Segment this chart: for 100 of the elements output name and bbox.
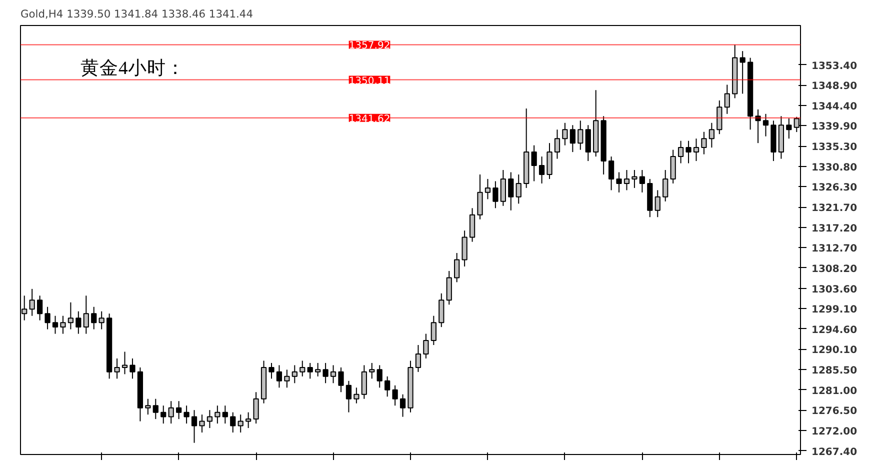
y-tick-label: 1294.60 [812,324,858,336]
y-tick-label: 1312.70 [812,244,858,255]
candlestick [206,410,213,429]
ref-line-label: 1350.11 [348,76,390,87]
candlestick [678,140,684,164]
candlestick [570,124,576,153]
candlestick [616,172,622,193]
candlestick [361,364,367,400]
y-tick-label: 1339.90 [812,122,858,133]
y-tick-label: 1348.90 [812,81,858,92]
y-tick-label: 1326.30 [812,182,858,194]
candlestick [253,392,259,424]
candlestick [29,288,35,316]
y-tick-label: 1299.10 [812,304,858,316]
candlestick [176,400,182,420]
candlestick [538,156,545,184]
candlestick [670,149,676,184]
candlestick [83,295,89,334]
candlestick [786,118,792,140]
y-tick-label: 1353.40 [812,60,858,72]
candlestick [693,138,700,162]
candlestick [578,120,584,150]
candlestick [477,174,483,220]
candlestick [369,362,375,380]
candlestick [392,384,398,406]
candlestick [246,412,252,429]
candlestick [654,190,660,218]
y-tick-label: 1308.20 [812,264,858,275]
candlestick [354,387,360,404]
y-tick-label: 1276.50 [812,406,858,418]
candlestick [284,369,290,388]
candlestick [98,310,104,330]
candlestick [415,344,422,372]
candlestick [384,376,390,398]
candlestick [716,100,722,135]
candlestick [230,412,236,434]
candlestick [338,366,344,393]
candlestick [300,360,306,377]
y-tick-label: 1330.80 [812,162,858,174]
candlestick [238,414,244,434]
candlestick [68,302,74,330]
y-tick-label: 1321.70 [812,203,858,214]
candlestick [36,295,43,321]
candlestick [423,333,429,359]
candlestick [214,405,220,424]
candlestick [639,169,645,193]
candlestick [76,310,82,334]
chart-title: Gold,H4 1339.50 1341.84 1338.46 1341.44 [20,8,254,20]
candlestick [484,178,491,200]
candlestick [322,362,328,384]
candlestick [585,124,591,162]
candlestick [632,169,638,188]
candlestick [446,270,452,306]
candlestick [492,180,498,209]
candlestick [130,358,136,380]
candlestick [91,306,97,330]
candlestick [562,122,568,146]
candlestick [114,358,120,380]
candlestick [686,140,692,164]
candlestick [122,351,128,375]
candlestick [152,398,158,420]
y-tick-label: 1290.10 [812,345,858,356]
candlestick [44,306,50,330]
candlestick [160,405,166,424]
candlestick [662,169,668,202]
candlestick [60,315,66,334]
candlestick [724,84,730,114]
candlestick [145,398,151,416]
candlestick [346,380,352,413]
candlestick [268,362,274,380]
candlestick [762,113,769,137]
candlestick [168,400,174,424]
ref-line-label: 1357.92 [348,40,390,52]
candlestick [531,144,537,182]
y-tick-label: 1317.20 [812,223,858,234]
candlestick [516,174,522,204]
candlestick [276,364,282,388]
y-tick-label: 1272.00 [812,426,858,438]
annotation: 黄金4小时： [80,58,185,79]
candlestick [740,50,746,94]
candlestick [500,169,506,206]
candlestick [708,122,715,148]
candlestick [554,129,560,160]
y-tick-label: 1303.60 [812,284,858,296]
candlestick [430,315,436,346]
candlestick [330,364,336,384]
candlestick [508,172,514,211]
candlestick [469,208,476,242]
candlestick [292,364,298,384]
y-tick-label: 1267.40 [812,446,858,458]
y-tick-label: 1335.30 [812,142,858,154]
candlestick [222,405,228,424]
candlestick [307,362,313,380]
candlestick [52,315,58,334]
candlestick [462,230,468,267]
candlestick [438,292,444,328]
y-tick-label: 1285.50 [812,366,858,377]
candlestick [546,142,552,180]
candlestick [400,394,406,418]
y-tick-label: 1281.00 [812,386,858,397]
